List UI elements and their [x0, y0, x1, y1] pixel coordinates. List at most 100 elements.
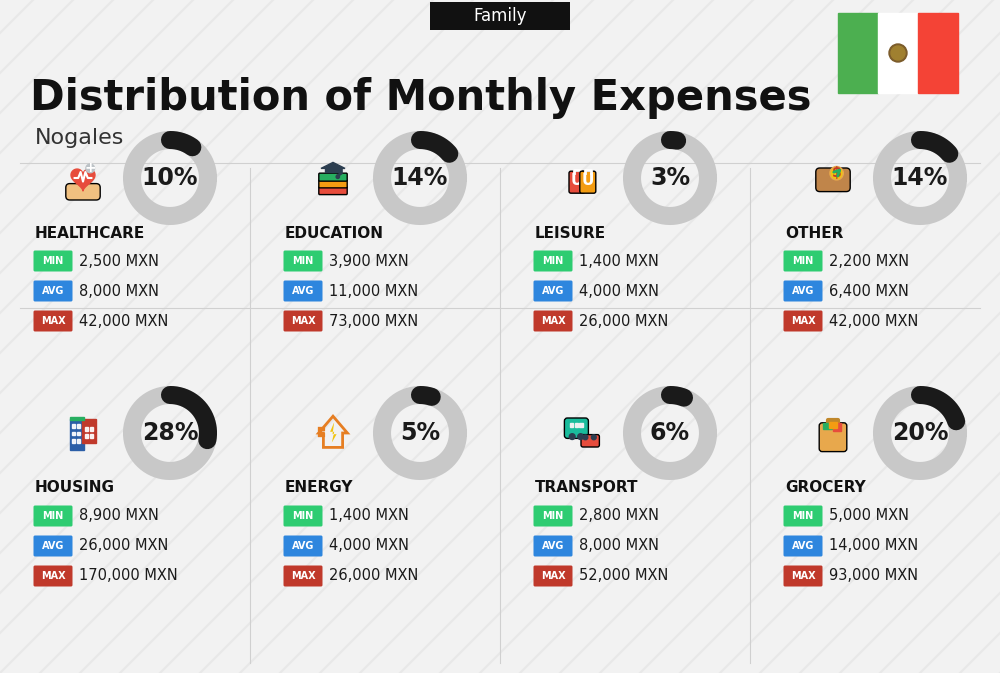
Text: MIN: MIN: [792, 256, 814, 266]
FancyBboxPatch shape: [569, 171, 585, 193]
Text: MIN: MIN: [42, 511, 64, 521]
Bar: [838, 13, 878, 93]
FancyBboxPatch shape: [319, 173, 347, 181]
Circle shape: [86, 164, 95, 173]
Circle shape: [569, 433, 575, 439]
FancyBboxPatch shape: [319, 186, 347, 194]
Text: U: U: [571, 173, 583, 188]
Text: 2,200 MXN: 2,200 MXN: [829, 254, 909, 269]
Polygon shape: [71, 169, 95, 190]
FancyBboxPatch shape: [784, 310, 822, 332]
Text: AVG: AVG: [292, 541, 314, 551]
Text: 3%: 3%: [650, 166, 690, 190]
Text: 1,400 MXN: 1,400 MXN: [329, 509, 409, 524]
Text: MAX: MAX: [291, 571, 315, 581]
Text: HEALTHCARE: HEALTHCARE: [35, 225, 145, 240]
Text: AVG: AVG: [42, 286, 64, 296]
FancyBboxPatch shape: [784, 281, 822, 302]
Text: AVG: AVG: [792, 541, 814, 551]
FancyBboxPatch shape: [580, 171, 596, 193]
Text: 1,400 MXN: 1,400 MXN: [579, 254, 659, 269]
Text: 20%: 20%: [892, 421, 948, 445]
Text: MAX: MAX: [41, 316, 65, 326]
Text: +: +: [84, 162, 96, 176]
Text: OTHER: OTHER: [785, 225, 843, 240]
Text: 6,400 MXN: 6,400 MXN: [829, 283, 909, 299]
Bar: [77, 425, 80, 428]
Text: 4,000 MXN: 4,000 MXN: [579, 283, 659, 299]
Text: MIN: MIN: [542, 511, 564, 521]
Circle shape: [591, 435, 596, 439]
Text: U: U: [582, 173, 594, 188]
Text: MIN: MIN: [542, 256, 564, 266]
Text: Nogales: Nogales: [35, 128, 124, 148]
Text: MIN: MIN: [792, 511, 814, 521]
Text: 93,000 MXN: 93,000 MXN: [829, 569, 918, 583]
Text: 42,000 MXN: 42,000 MXN: [79, 314, 168, 328]
FancyBboxPatch shape: [34, 536, 72, 557]
FancyBboxPatch shape: [284, 536, 322, 557]
Bar: [70, 417, 84, 420]
Text: 3,900 MXN: 3,900 MXN: [329, 254, 409, 269]
Circle shape: [889, 44, 907, 62]
Bar: [85, 427, 88, 431]
Text: AVG: AVG: [542, 541, 564, 551]
Text: 52,000 MXN: 52,000 MXN: [579, 569, 668, 583]
Bar: [823, 423, 832, 429]
Text: MIN: MIN: [292, 511, 314, 521]
Text: GROCERY: GROCERY: [785, 481, 866, 495]
Text: 170,000 MXN: 170,000 MXN: [79, 569, 178, 583]
Text: MAX: MAX: [791, 571, 815, 581]
Circle shape: [831, 168, 842, 178]
Text: EDUCATION: EDUCATION: [285, 225, 384, 240]
Text: 6%: 6%: [650, 421, 690, 445]
Bar: [72, 425, 75, 428]
Circle shape: [578, 433, 583, 439]
FancyBboxPatch shape: [784, 505, 822, 526]
Text: 8,000 MXN: 8,000 MXN: [79, 283, 159, 299]
FancyBboxPatch shape: [534, 565, 572, 586]
FancyBboxPatch shape: [784, 536, 822, 557]
Bar: [85, 434, 88, 438]
Bar: [77, 431, 80, 435]
FancyBboxPatch shape: [319, 180, 347, 188]
Bar: [575, 423, 578, 427]
Text: MAX: MAX: [291, 316, 315, 326]
Bar: [77, 439, 80, 443]
FancyBboxPatch shape: [430, 2, 570, 30]
FancyBboxPatch shape: [34, 281, 72, 302]
Circle shape: [830, 166, 843, 180]
Text: 26,000 MXN: 26,000 MXN: [79, 538, 168, 553]
Text: MAX: MAX: [41, 571, 65, 581]
FancyBboxPatch shape: [284, 565, 322, 586]
Bar: [72, 439, 75, 443]
FancyBboxPatch shape: [66, 184, 100, 200]
Bar: [70, 419, 84, 450]
Text: HOUSING: HOUSING: [35, 481, 115, 495]
Text: 26,000 MXN: 26,000 MXN: [579, 314, 668, 328]
FancyBboxPatch shape: [816, 168, 850, 192]
Text: 14%: 14%: [892, 166, 948, 190]
Text: MAX: MAX: [541, 571, 565, 581]
FancyBboxPatch shape: [284, 281, 322, 302]
FancyBboxPatch shape: [34, 565, 72, 586]
Polygon shape: [321, 162, 345, 168]
Bar: [918, 13, 958, 93]
Bar: [325, 168, 341, 172]
FancyBboxPatch shape: [784, 250, 822, 271]
FancyBboxPatch shape: [784, 565, 822, 586]
Text: Distribution of Monthly Expenses: Distribution of Monthly Expenses: [30, 77, 812, 119]
Text: MIN: MIN: [292, 256, 314, 266]
Text: AVG: AVG: [292, 286, 314, 296]
Text: 2,800 MXN: 2,800 MXN: [579, 509, 659, 524]
Text: 4,000 MXN: 4,000 MXN: [329, 538, 409, 553]
Text: 73,000 MXN: 73,000 MXN: [329, 314, 418, 328]
FancyBboxPatch shape: [534, 310, 572, 332]
FancyBboxPatch shape: [284, 310, 322, 332]
Bar: [82, 419, 96, 443]
FancyBboxPatch shape: [34, 250, 72, 271]
FancyBboxPatch shape: [34, 310, 72, 332]
Text: ENERGY: ENERGY: [285, 481, 354, 495]
Text: TRANSPORT: TRANSPORT: [535, 481, 639, 495]
Text: 42,000 MXN: 42,000 MXN: [829, 314, 918, 328]
